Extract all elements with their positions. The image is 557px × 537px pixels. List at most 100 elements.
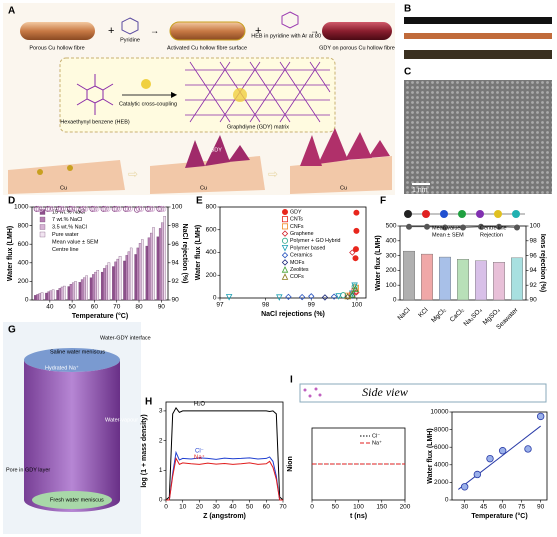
- label: Pore in GDY layer: [6, 467, 50, 473]
- bar: [421, 253, 433, 301]
- panel-g: G Water-GDY interface Saline water menis…: [3, 322, 161, 534]
- bar: [69, 284, 73, 301]
- y2-axis-label: Ions rejection (%): [539, 234, 546, 292]
- bar: [80, 279, 84, 301]
- y2-tick-label: 90: [530, 297, 538, 304]
- panel-label: C: [404, 67, 411, 78]
- y-axis-label: Water flux (LMH): [7, 226, 14, 281]
- point: [498, 447, 507, 455]
- fibre-photo: [404, 50, 552, 59]
- panel-b: B: [404, 4, 552, 59]
- y-tick-label: 1000: [14, 204, 29, 211]
- scale-label: 1 nm: [412, 187, 428, 194]
- point: [351, 282, 358, 289]
- legend-label: Polymer + GO Hybrid: [290, 238, 341, 244]
- label: Hexaethynyl benzene (HEB): [60, 119, 130, 125]
- y-tick-label: 2000: [434, 479, 449, 486]
- label: Pyridine: [120, 37, 140, 43]
- point: [59, 205, 66, 212]
- point: [486, 454, 494, 463]
- bar: [439, 256, 451, 301]
- panel-label: I: [290, 375, 293, 386]
- bar: [49, 290, 53, 301]
- legend-label: CNTs: [290, 217, 303, 223]
- point: [100, 205, 107, 212]
- y-tick-label: 200: [386, 267, 397, 274]
- point: [126, 205, 133, 212]
- point: [69, 205, 76, 212]
- legend-label: Graphene: [290, 231, 314, 237]
- chart-title: Side view: [362, 385, 408, 399]
- point: [91, 205, 98, 212]
- label: Cu: [60, 185, 67, 191]
- bar: [145, 245, 149, 301]
- point: [281, 216, 288, 223]
- y-axis-label: Water flux (LMH): [375, 235, 382, 290]
- point: [113, 205, 120, 212]
- x-tick-label: 20: [196, 504, 204, 511]
- bar: [60, 286, 64, 301]
- point: [495, 223, 502, 230]
- reaction-box: [59, 57, 336, 133]
- panel-c: C 1 nm: [404, 67, 552, 194]
- point: [57, 205, 64, 212]
- bar: [457, 259, 469, 301]
- legend-swatch: [39, 216, 46, 223]
- point: [158, 205, 165, 212]
- fibre-photo: [404, 17, 552, 24]
- ion-row: [404, 210, 525, 218]
- point: [102, 205, 109, 212]
- cylinder-top: [24, 348, 120, 372]
- x-tick-label: 40: [46, 304, 54, 311]
- panel-label: H: [145, 397, 152, 408]
- x-tick-label: 75: [518, 504, 526, 511]
- plus: +: [255, 25, 261, 37]
- x-tick-label: Na₂SO₄: [462, 306, 483, 327]
- point: [353, 227, 360, 234]
- point: [145, 205, 152, 212]
- x-tick-label: 0: [310, 504, 314, 511]
- x-axis-label: Temperature (°C): [471, 512, 527, 520]
- bar: [475, 260, 487, 301]
- panel-label: A: [8, 6, 15, 17]
- bar: [58, 288, 62, 301]
- bar: [36, 294, 39, 301]
- y2-tick-label: 96: [530, 252, 538, 259]
- bar: [51, 289, 55, 301]
- y-tick-label: 2: [159, 437, 163, 444]
- bar: [163, 216, 166, 301]
- x-tick-label: 70: [113, 304, 121, 311]
- x-tick-label: 50: [332, 504, 340, 511]
- point: [147, 205, 154, 212]
- bar: [107, 262, 111, 301]
- x-axis-label: NaCl rejections (%): [261, 311, 325, 318]
- bar: [71, 282, 75, 301]
- legend-label: MOFs: [290, 260, 305, 266]
- point: [35, 205, 42, 212]
- legend-label: Mean value ± SEM: [52, 239, 99, 245]
- bar: [158, 228, 162, 301]
- point: [352, 285, 359, 292]
- point: [330, 293, 338, 300]
- point: [44, 205, 51, 212]
- point: [281, 273, 289, 280]
- growth-illustration: ⇨ ⇨: [8, 128, 392, 194]
- bar: [150, 232, 153, 301]
- y2-tick-label: 100: [172, 204, 183, 211]
- panel-label: G: [8, 325, 16, 336]
- y-tick-label: 0: [159, 497, 163, 504]
- point: [285, 293, 292, 301]
- line: [165, 407, 284, 501]
- bar: [161, 222, 164, 301]
- fresh-water: [32, 491, 112, 509]
- x-tick-label: 100: [351, 302, 362, 309]
- point: [353, 209, 360, 216]
- x-tick-label: 10: [179, 504, 187, 511]
- x-axis-label: Temperature (°C): [72, 312, 128, 320]
- bar: [138, 243, 142, 301]
- x-tick-label: KCl: [417, 306, 430, 319]
- point: [80, 205, 87, 212]
- label: GDY on porous Cu hollow fibre: [319, 45, 395, 51]
- cu-fibre: [20, 22, 95, 40]
- point: [460, 483, 469, 491]
